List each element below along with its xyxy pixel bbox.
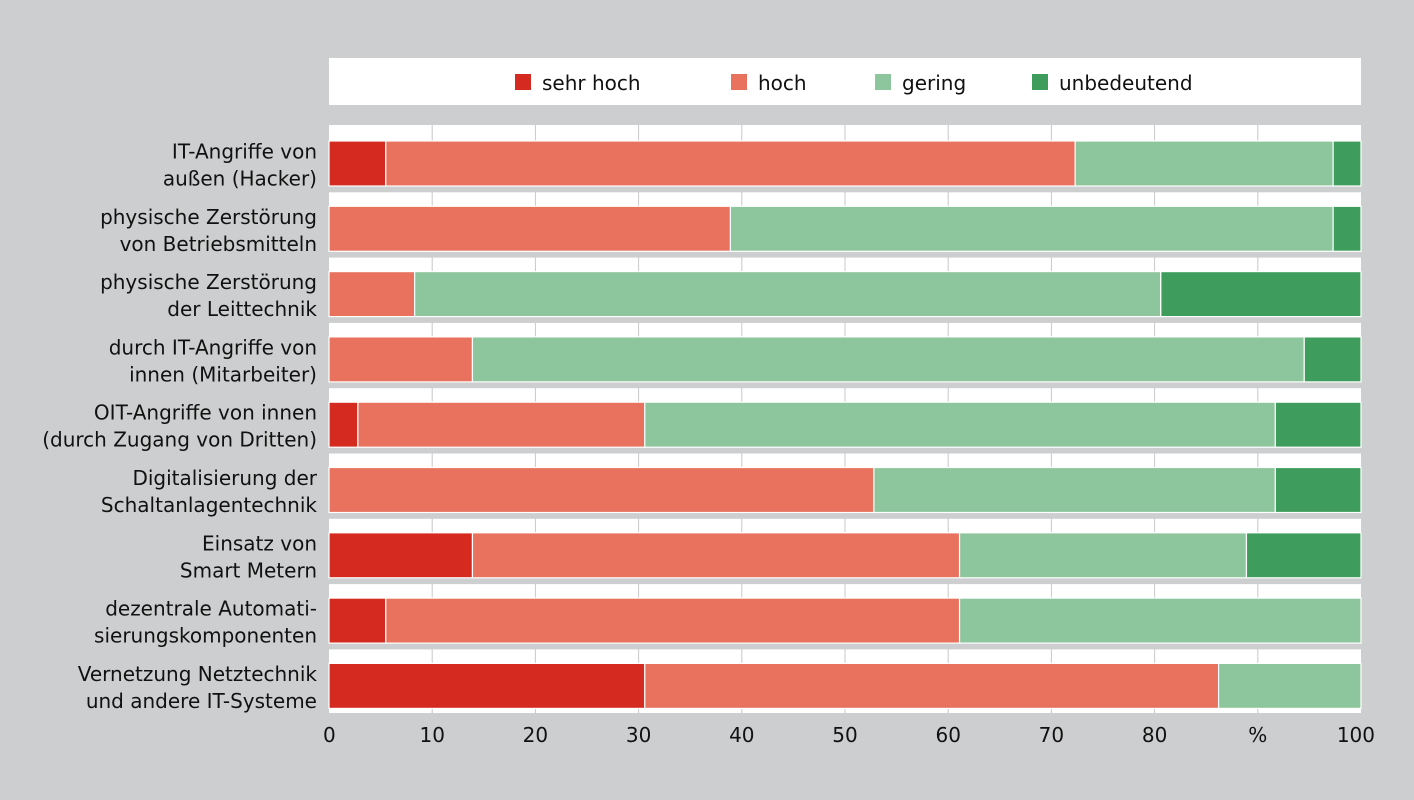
legend: sehr hoch hoch gering unbedeutend — [515, 71, 1193, 95]
bar-segment — [644, 662, 1220, 710]
legend-swatch — [731, 74, 747, 90]
bar-segment — [1332, 140, 1362, 187]
x-tick-label: 20 — [523, 723, 548, 747]
legend-swatch — [1032, 74, 1048, 90]
category-label: physische Zerstörung — [100, 270, 317, 294]
bar-segment — [1274, 466, 1362, 514]
row-separator — [329, 251, 1361, 258]
bar-segment — [729, 205, 1334, 252]
bar-segment — [1217, 662, 1362, 710]
category-label: Digitalisierung der — [132, 466, 317, 490]
bar-segment — [1303, 336, 1362, 383]
category-label: von Betriebsmitteln — [120, 232, 317, 256]
x-tick-label: % — [1248, 723, 1267, 747]
legend-box — [329, 58, 1361, 105]
bar-segment — [958, 597, 1362, 644]
category-label: physische Zerstörung — [100, 205, 317, 229]
category-label: Schaltanlagentechnik — [101, 493, 317, 517]
bar-segment — [644, 401, 1276, 448]
row-separator — [329, 578, 1361, 585]
category-label: durch IT-Angriffe von — [109, 335, 317, 359]
category-label: innen (Mitarbeiter) — [129, 362, 317, 386]
bar-segment — [328, 597, 387, 644]
bars — [328, 140, 1362, 710]
x-tick-label: 10 — [419, 723, 444, 747]
bar-segment — [328, 271, 416, 318]
x-tick-label: 0 — [323, 723, 336, 747]
row-separator — [329, 382, 1361, 389]
bar-segment — [1274, 401, 1362, 448]
category-label: OIT-Angriffe von innen — [94, 401, 317, 425]
x-tick-label: 80 — [1142, 723, 1167, 747]
category-labels: IT-Angriffe von außen (Hacker) physische Z… — [42, 140, 318, 713]
category-label: und andere IT-Systeme — [86, 689, 317, 713]
bar-segment — [1332, 205, 1362, 252]
bar-segment — [328, 336, 474, 383]
x-tick-label: 100 — [1337, 723, 1375, 747]
row-separator — [329, 447, 1361, 454]
bar-segment — [328, 205, 732, 252]
bar-segment — [385, 597, 961, 644]
bar-segment — [471, 532, 961, 579]
legend-label: gering — [902, 71, 966, 95]
x-tick-label: 70 — [1039, 723, 1064, 747]
x-tick-label: 50 — [832, 723, 857, 747]
legend-label: sehr hoch — [542, 71, 641, 95]
bar-segment — [414, 271, 1162, 318]
bar-segment — [328, 662, 646, 710]
legend-label: hoch — [758, 71, 807, 95]
bar-segment — [328, 532, 474, 579]
category-label: (durch Zugang von Dritten) — [42, 428, 317, 452]
bar-segment — [873, 466, 1276, 514]
category-label: Einsatz von — [202, 531, 317, 555]
category-label: Vernetzung Netztechnik — [78, 662, 318, 686]
x-tick-label: 30 — [626, 723, 651, 747]
row-separator — [329, 512, 1361, 519]
bar-segment — [1074, 140, 1334, 187]
bar-segment — [328, 466, 875, 514]
row-separator — [329, 186, 1361, 193]
legend-swatch — [875, 74, 891, 90]
category-label: der Leittechnik — [167, 297, 317, 321]
row-separator — [329, 316, 1361, 323]
bar-segment — [471, 336, 1305, 383]
legend-label: unbedeutend — [1059, 71, 1193, 95]
x-tick-label: 40 — [729, 723, 754, 747]
bar-segment — [1160, 271, 1362, 318]
category-label: sierungskomponenten — [94, 624, 317, 648]
category-label: IT-Angriffe von — [172, 140, 317, 164]
category-label: außen (Hacker) — [163, 167, 317, 191]
x-tick-label: 60 — [935, 723, 960, 747]
bar-segment — [958, 532, 1248, 579]
category-label: Smart Metern — [180, 558, 317, 582]
category-label: dezentrale Automati- — [105, 597, 317, 621]
row-separator — [329, 643, 1361, 650]
x-axis-ticks: 0 10 20 30 40 50 60 70 80% 100 — [323, 723, 1375, 747]
bar-segment — [385, 140, 1076, 187]
bar-segment — [1245, 532, 1362, 579]
bar-segment — [328, 401, 359, 448]
bar-segment — [328, 140, 387, 187]
legend-swatch — [515, 74, 531, 90]
bar-segment — [357, 401, 646, 448]
